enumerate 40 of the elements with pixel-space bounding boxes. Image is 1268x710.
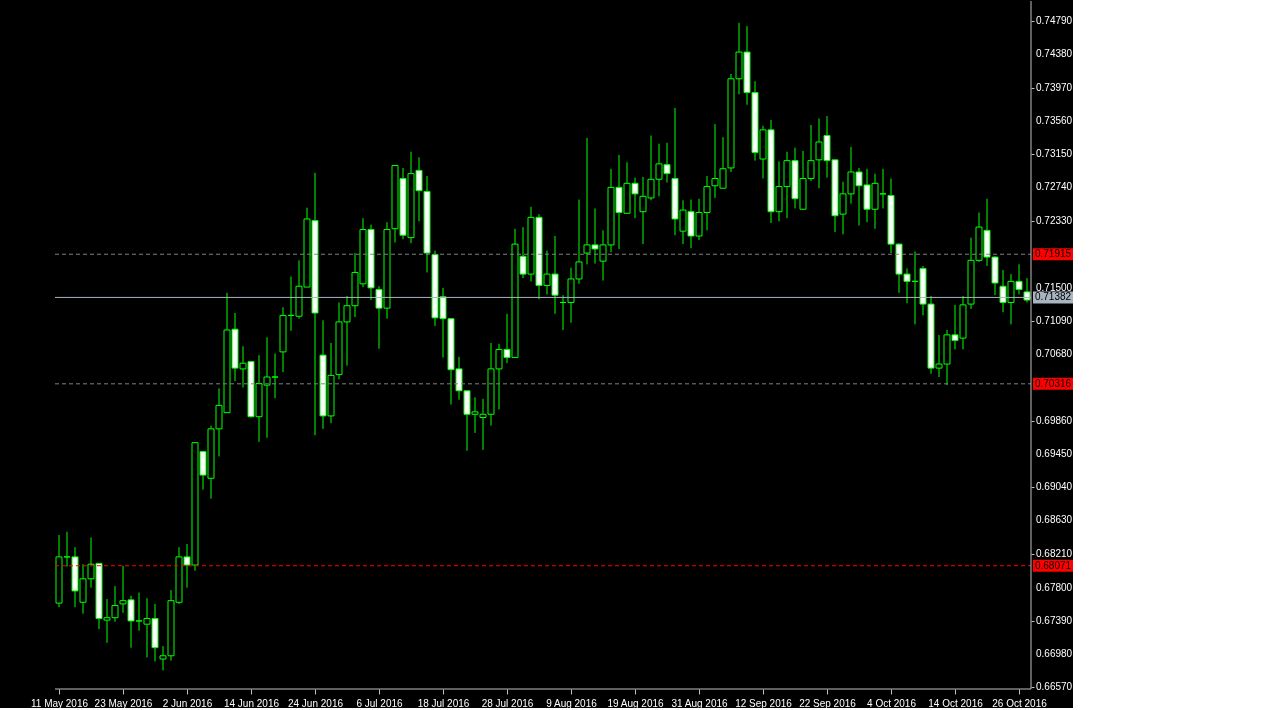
x-tick-label: 14 Oct 2016 <box>928 697 984 709</box>
x-tick-label: 23 May 2016 <box>94 697 153 709</box>
y-tick-label: 0.68630 <box>1036 514 1073 526</box>
y-tick-label: 0.73970 <box>1036 81 1073 93</box>
x-tick-label: 9 Aug 2016 <box>546 697 598 709</box>
x-tick-label: 28 Jul 2016 <box>481 697 534 709</box>
y-tick-label: 0.66980 <box>1036 648 1073 660</box>
ref-line-label: 0.71915 <box>1034 248 1072 260</box>
y-tick-label: 0.74790 <box>1036 15 1073 27</box>
y-tick-label: 0.69040 <box>1036 481 1073 493</box>
x-tick-label: 4 Oct 2016 <box>867 697 917 709</box>
y-tick-label: 0.72330 <box>1036 214 1073 226</box>
x-tick-label: 19 Aug 2016 <box>607 697 665 709</box>
x-tick-label: 11 May 2016 <box>30 697 89 709</box>
ref-line-label: 0.68071 <box>1034 559 1072 571</box>
x-tick-label: 24 Jun 2016 <box>287 697 344 709</box>
x-tick-label: 18 Jul 2016 <box>417 697 470 709</box>
y-tick-label: 0.66570 <box>1036 681 1073 693</box>
y-tick-label: 0.67800 <box>1036 581 1073 593</box>
y-tick-label: 0.69450 <box>1036 447 1073 459</box>
y-tick-label: 0.74380 <box>1036 48 1073 60</box>
y-tick-label: 0.73150 <box>1036 148 1073 160</box>
candlestick <box>1023 277 1031 303</box>
x-tick-label: 14 Jun 2016 <box>223 697 280 709</box>
y-tick-label: 0.69860 <box>1036 414 1073 426</box>
x-tick-label: 6 Jul 2016 <box>356 697 404 709</box>
x-tick-label: 22 Sep 2016 <box>799 697 857 709</box>
y-tick-label: 0.72740 <box>1036 181 1073 193</box>
y-tick-label: 0.71090 <box>1036 315 1073 327</box>
y-tick-label: 0.68210 <box>1036 548 1073 560</box>
ref-line-label: 0.71382 <box>1034 291 1072 303</box>
x-tick-label: 12 Sep 2016 <box>735 697 793 709</box>
x-tick-label: 26 Oct 2016 <box>992 697 1048 709</box>
y-tick-label: 0.70680 <box>1036 348 1073 360</box>
y-tick-label: 0.73560 <box>1036 114 1073 126</box>
y-tick-label: 0.67390 <box>1036 614 1073 626</box>
x-tick-label: 2 Jun 2016 <box>162 697 213 709</box>
x-tick-label: 31 Aug 2016 <box>671 697 729 709</box>
ref-line-label: 0.70316 <box>1034 377 1072 389</box>
y-tick-label: 0.71500 <box>1036 281 1073 293</box>
